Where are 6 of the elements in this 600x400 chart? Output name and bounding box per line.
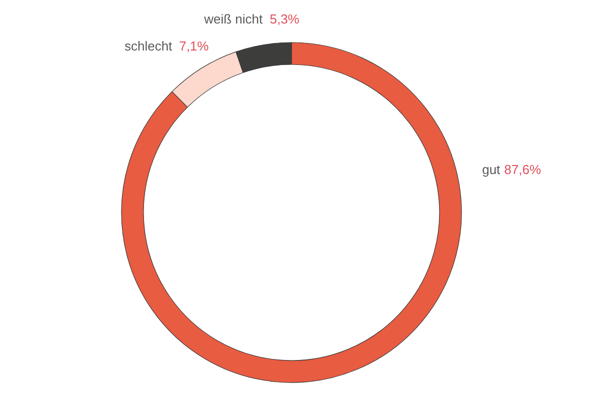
data-label: 87,6% [504, 162, 542, 178]
data-label: 7,1% [179, 38, 210, 54]
slice-label: gut [482, 162, 501, 178]
slice-label: schlecht [124, 38, 173, 54]
slice-label: weiß nicht [203, 12, 263, 27]
data-label: 5,3% [270, 12, 300, 27]
